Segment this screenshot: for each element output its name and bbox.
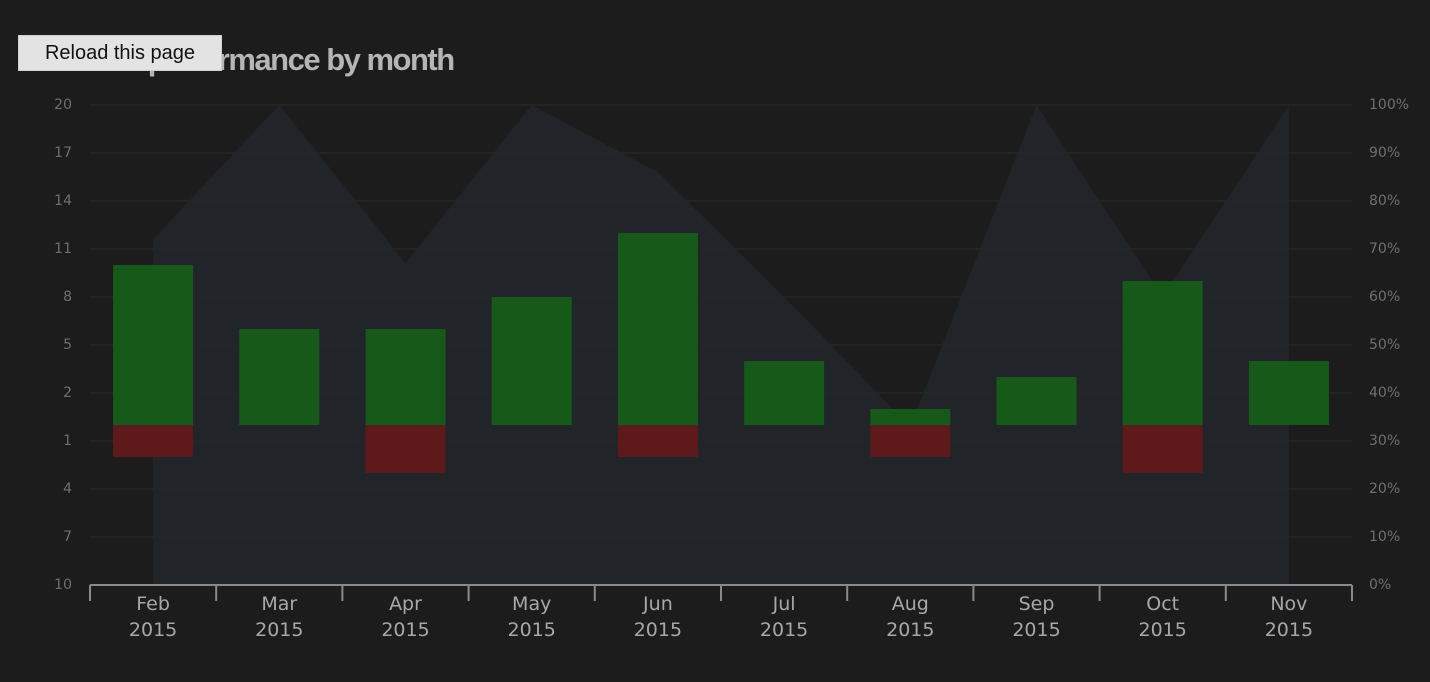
y2-tick-label: 10% [1369,529,1400,545]
bar [1122,281,1203,425]
x-tick-label: Feb 2015 [128,593,178,641]
y-tick-label: 5 [63,337,72,353]
y-tick-label: 11 [54,241,72,257]
bar [870,425,951,457]
bar [113,265,194,425]
y2-tick-label: 100% [1369,97,1409,113]
x-tick-label: Jun 2015 [633,593,683,641]
y-tick-label: 4 [63,481,72,497]
bar [365,425,446,473]
y-tick-label: 7 [63,529,72,545]
y2-tick-label: 20% [1369,481,1400,497]
y2-tick-label: 0% [1369,577,1391,593]
y2-tick-label: 50% [1369,337,1400,353]
x-tick-label: Sep 2015 [1012,593,1061,641]
x-tick-label: Mar 2015 [255,593,304,641]
x-tick-label: May 2015 [507,593,556,641]
area [153,105,1289,585]
y-tick-label: 2 [63,385,72,401]
bar [491,297,572,425]
y2-tick-label: 80% [1369,193,1400,209]
y-tick-label: 20 [54,97,72,113]
bar [1248,361,1329,425]
bar [239,329,320,425]
y2-tick-label: 90% [1369,145,1400,161]
y-tick-label: 17 [54,145,72,161]
y2-tick-label: 40% [1369,385,1400,401]
x-tick-label: Aug 2015 [886,593,935,641]
bar [744,361,825,425]
x-tick-label: Apr 2015 [381,593,430,641]
x-tick-label: Oct 2015 [1138,593,1187,641]
bar [870,409,951,425]
bar [617,425,698,457]
y2-tick-label: 30% [1369,433,1400,449]
bar [365,329,446,425]
bar [113,425,194,457]
bar [1122,425,1203,473]
y-tick-label: 10 [54,577,72,593]
y2-tick-label: 60% [1369,289,1400,305]
x-tick-label: Nov 2015 [1264,593,1314,641]
x-tick-label: Jul 2015 [759,593,809,641]
y-tick-label: 1 [63,433,72,449]
bar [996,377,1077,425]
reload-button[interactable]: Reload this page [18,35,222,71]
y-tick-label: 14 [54,193,72,209]
bar [617,233,698,425]
y-tick-label: 8 [63,289,72,305]
y2-tick-label: 70% [1369,241,1400,257]
